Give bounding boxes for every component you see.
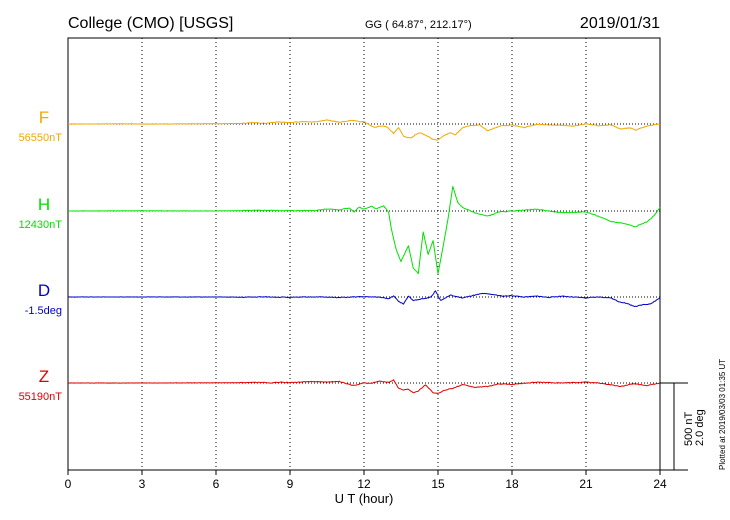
trace-D <box>67 290 661 307</box>
x-tick-label-6: 6 <box>213 477 220 491</box>
vertical-gridlines <box>141 38 587 470</box>
station-title: College (CMO) [USGS] <box>68 15 233 32</box>
plotted-timestamp: Plotted at 2019/03/03 01:35 UT <box>718 359 727 470</box>
x-tick-label-24: 24 <box>653 477 667 491</box>
trace-Z <box>67 379 661 394</box>
series-baseline-D: -1.5deg <box>25 305 62 317</box>
x-tick-label-21: 21 <box>579 477 593 491</box>
x-tick-label-3: 3 <box>139 477 146 491</box>
x-axis-ticks: 0 3 6 9 12 15 18 21 24 <box>65 470 667 491</box>
scale-nt-label: 500 nT <box>683 411 695 446</box>
date-label: 2019/01/31 <box>580 15 660 32</box>
x-tick-label-18: 18 <box>505 477 519 491</box>
x-axis-label: U T (hour) <box>335 491 394 506</box>
series-name-F: F <box>39 108 49 127</box>
series-name-H: H <box>38 195 50 214</box>
x-tick-label-15: 15 <box>431 477 445 491</box>
coordinates: GG ( 64.87°, 212.17°) <box>365 19 472 31</box>
scale-bar: 500 nT 2.0 deg <box>660 382 706 471</box>
x-tick-label-0: 0 <box>65 477 72 491</box>
scale-deg-label: 2.0 deg <box>694 409 706 446</box>
x-tick-label-9: 9 <box>287 477 294 491</box>
series-name-Z: Z <box>39 367 49 386</box>
trace-F <box>67 119 661 141</box>
series-baseline-F: 56550nT <box>19 132 63 144</box>
trace-H <box>68 185 661 275</box>
series-baseline-H: 12430nT <box>19 219 63 231</box>
series-labels: F 56550nT H 12430nT D -1.5deg Z 55190nT <box>19 108 63 403</box>
series-name-D: D <box>38 281 50 300</box>
traces <box>67 119 661 394</box>
series-baseline-Z: 55190nT <box>19 391 63 403</box>
x-tick-label-12: 12 <box>357 477 371 491</box>
